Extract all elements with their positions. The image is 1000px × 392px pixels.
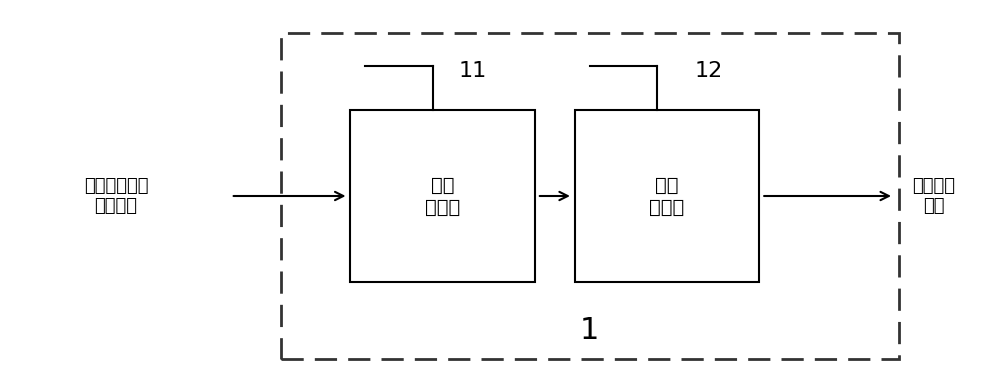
Text: 11: 11 [458,61,486,81]
Text: 运算
放大器: 运算 放大器 [649,176,685,216]
Text: 12: 12 [694,61,723,81]
Text: 数模
转换器: 数模 转换器 [425,176,460,216]
Text: 脉冲幅值设定
信号输入: 脉冲幅值设定 信号输入 [84,177,148,215]
Text: 1: 1 [580,316,599,345]
Text: 基准电压
输出: 基准电压 输出 [912,177,955,215]
